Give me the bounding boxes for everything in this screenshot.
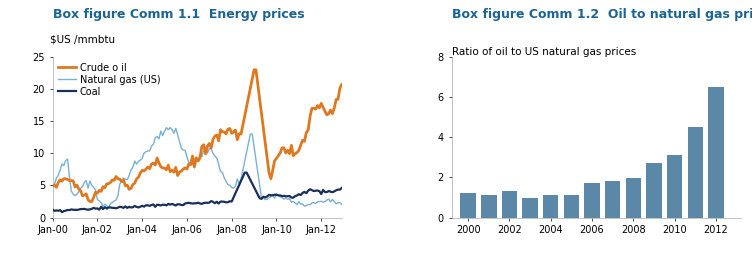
Natural gas (US): [251, 158, 260, 161]
Crude o il: [250, 68, 259, 71]
Bar: [646, 163, 662, 218]
Bar: [523, 198, 538, 218]
Bar: [460, 193, 476, 218]
Line: Natural gas (US): Natural gas (US): [53, 128, 341, 208]
Text: Ratio of oil to US natural gas prices: Ratio of oil to US natural gas prices: [452, 47, 636, 57]
Coal: [158, 203, 167, 206]
Bar: [708, 87, 723, 218]
Text: Box figure Comm 1.2  Oil to natural gas price ratio: Box figure Comm 1.2 Oil to natural gas p…: [452, 8, 752, 21]
Coal: [222, 201, 231, 204]
Crude o il: [86, 200, 95, 203]
Bar: [605, 181, 620, 218]
Bar: [543, 196, 559, 218]
Crude o il: [158, 167, 167, 170]
Natural gas (US): [223, 183, 232, 186]
Crude o il: [169, 171, 178, 174]
Line: Coal: Coal: [53, 172, 341, 212]
Crude o il: [222, 132, 231, 135]
Bar: [502, 191, 517, 218]
Coal: [48, 208, 57, 211]
Bar: [564, 196, 579, 218]
Coal: [251, 189, 260, 192]
Bar: [687, 127, 703, 218]
Natural gas (US): [158, 134, 167, 137]
Natural gas (US): [171, 127, 180, 130]
Text: $US /mmbtu: $US /mmbtu: [50, 34, 115, 44]
Bar: [626, 178, 641, 218]
Coal: [337, 186, 346, 189]
Coal: [123, 206, 132, 210]
Natural gas (US): [123, 178, 132, 181]
Natural gas (US): [162, 126, 171, 129]
Crude o il: [285, 152, 294, 155]
Bar: [481, 196, 496, 218]
Text: Box figure Comm 1.1  Energy prices: Box figure Comm 1.1 Energy prices: [53, 8, 305, 21]
Natural gas (US): [48, 184, 57, 188]
Coal: [240, 171, 249, 174]
Coal: [57, 211, 66, 214]
Coal: [169, 203, 178, 206]
Natural gas (US): [104, 206, 113, 210]
Legend: Crude o il, Natural gas (US), Coal: Crude o il, Natural gas (US), Coal: [55, 59, 165, 100]
Line: Crude o il: Crude o il: [53, 70, 341, 202]
Bar: [667, 155, 682, 218]
Crude o il: [337, 83, 346, 86]
Natural gas (US): [337, 203, 346, 206]
Crude o il: [123, 184, 132, 187]
Crude o il: [251, 68, 260, 71]
Natural gas (US): [285, 197, 294, 200]
Bar: [584, 183, 600, 218]
Crude o il: [48, 184, 57, 188]
Coal: [285, 195, 294, 198]
